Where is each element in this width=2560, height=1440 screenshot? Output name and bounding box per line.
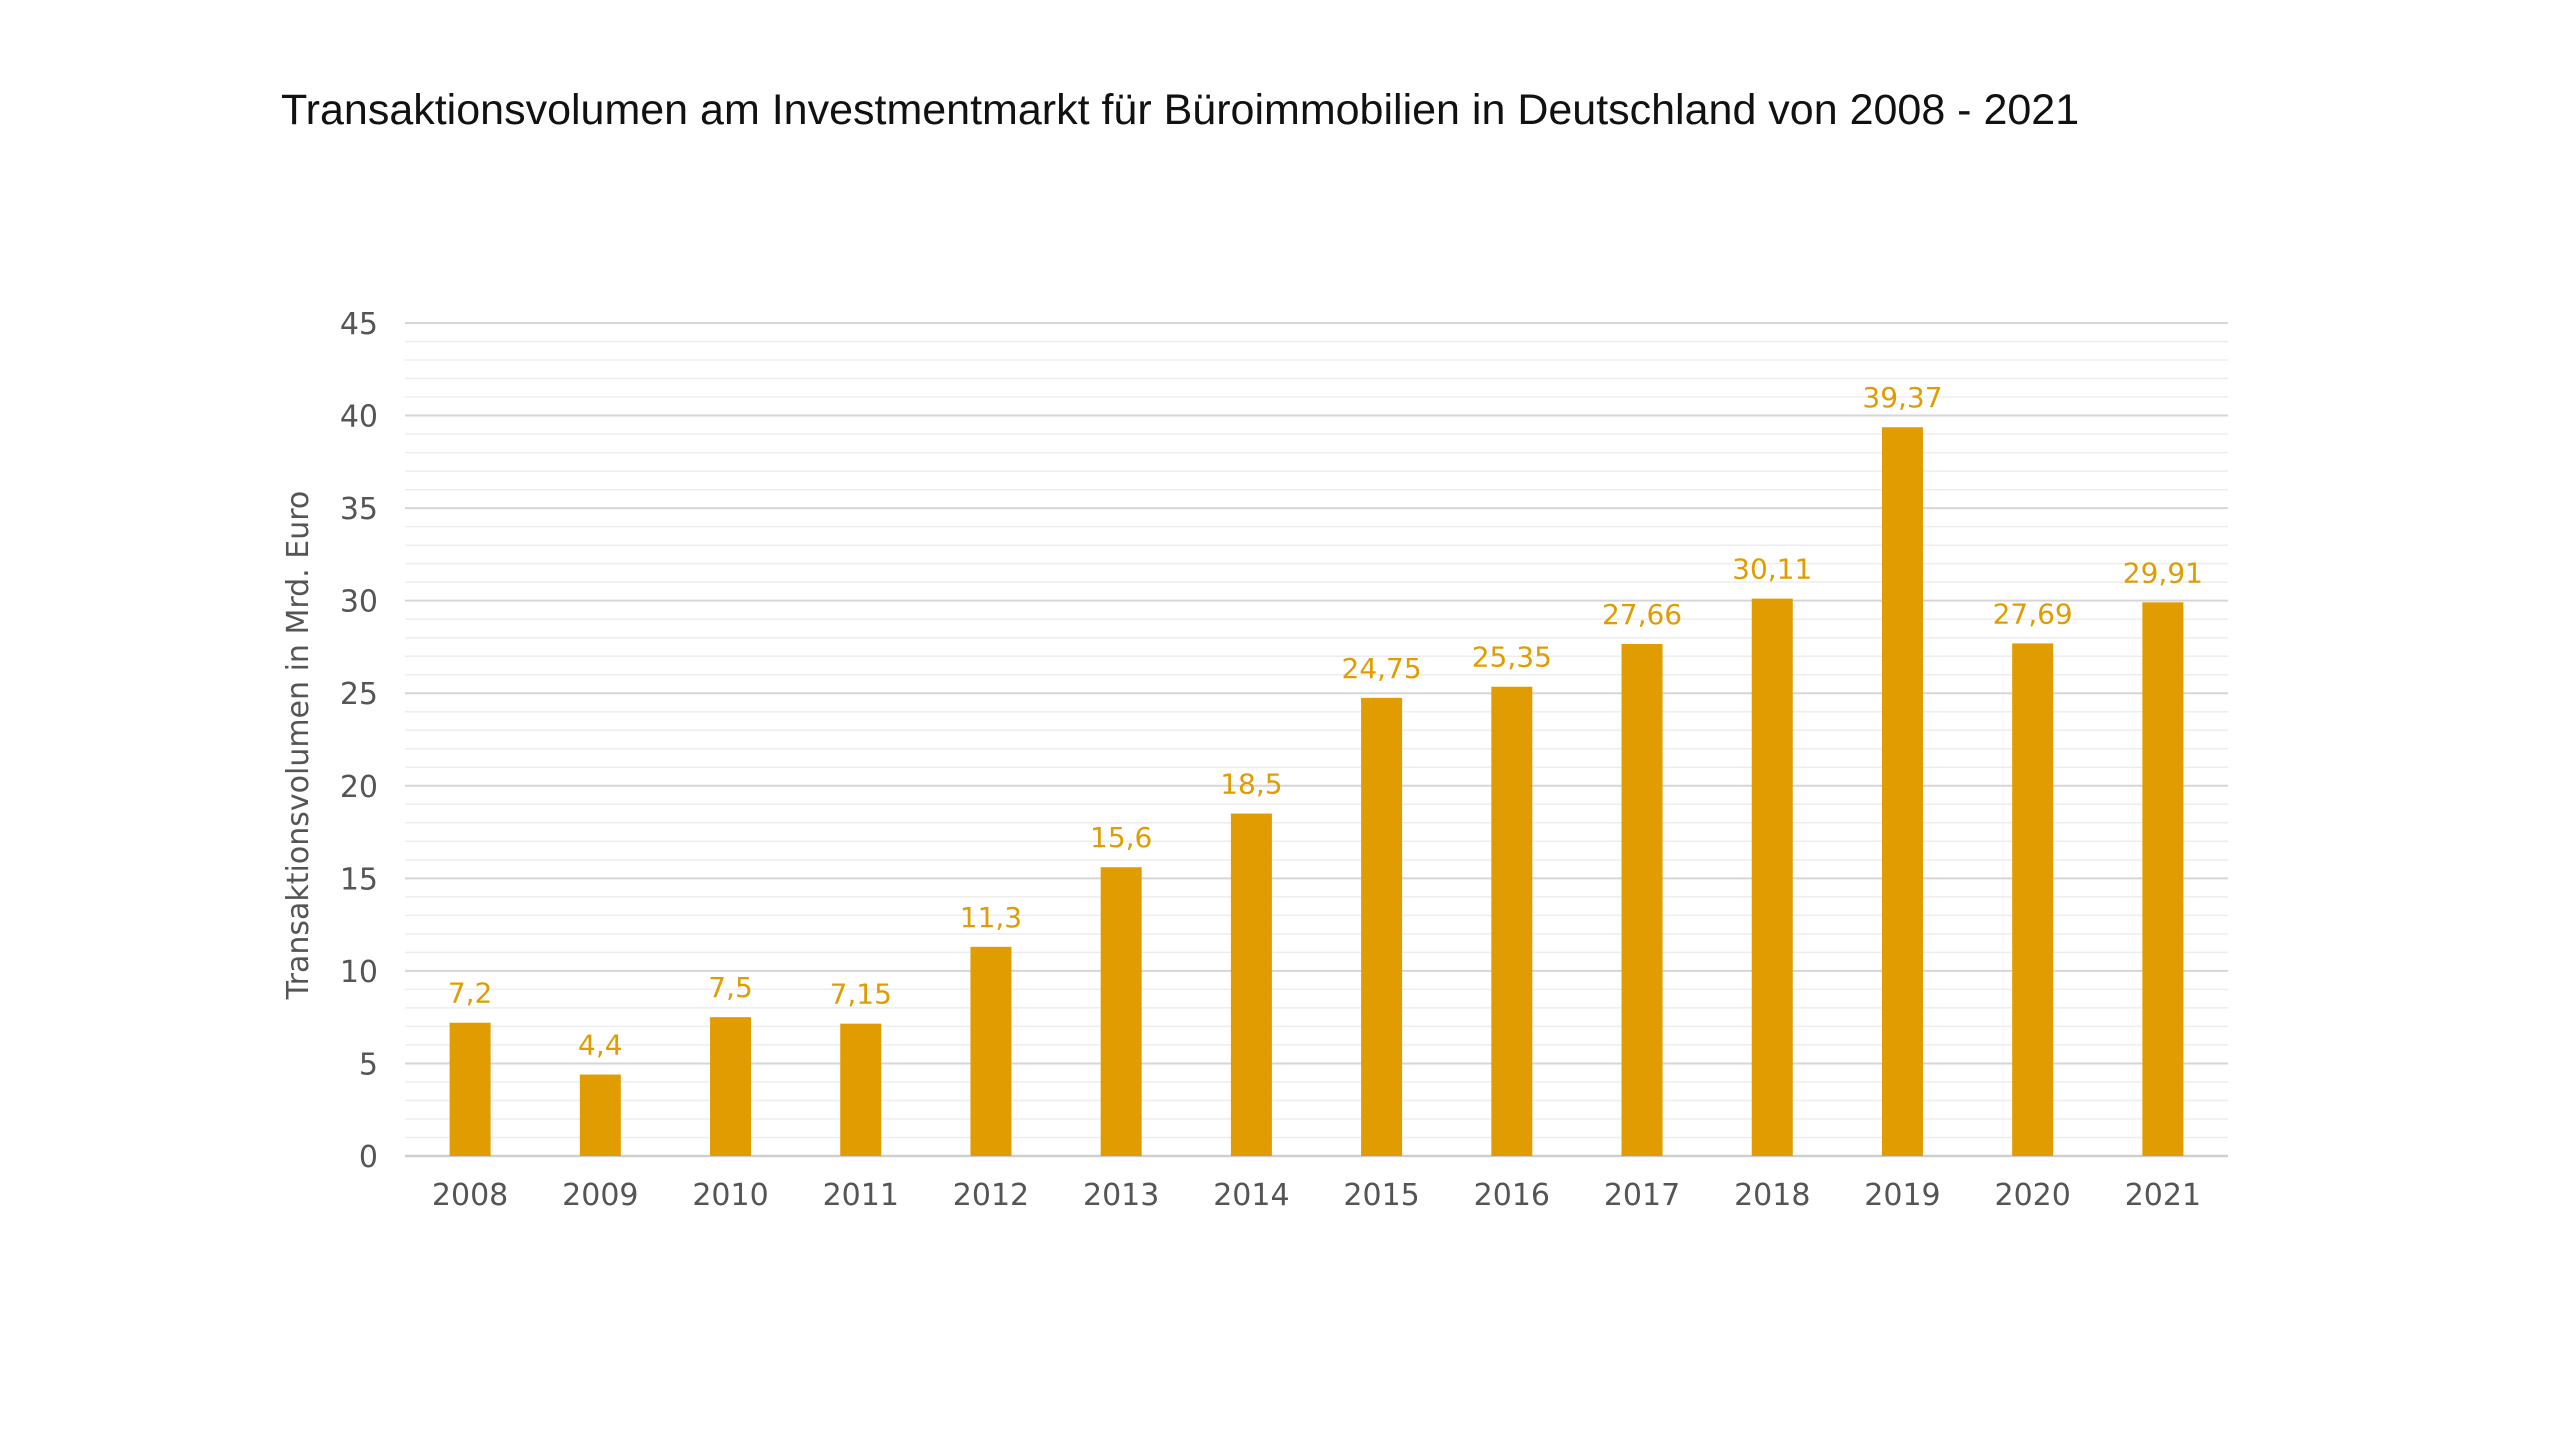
data-label: 7,15 [830, 978, 892, 1011]
y-axis-title: Transaktionsvolumen in Mrd. Euro [281, 491, 316, 1001]
bar [1621, 643, 1663, 1156]
x-tick-label: 2008 [432, 1178, 508, 1213]
y-tick-label: 5 [359, 1047, 378, 1082]
data-label: 29,91 [2123, 556, 2203, 589]
y-tick-label: 35 [340, 492, 378, 527]
x-axis-ticks: 2008 2009 2010 2011 2012 2013 2014 2015 2016 2017… [432, 1178, 2201, 1213]
data-label: 30,11 [1732, 553, 1812, 586]
data-label: 27,69 [1993, 597, 2073, 630]
x-tick-label: 2018 [1734, 1178, 1810, 1213]
y-tick-label: 30 [340, 585, 378, 620]
y-tick-label: 45 [340, 307, 378, 342]
major-gridlines [405, 322, 2228, 1158]
bars [449, 427, 2184, 1157]
data-label: 39,37 [1862, 381, 1942, 414]
y-tick-label: 10 [340, 955, 378, 990]
x-tick-label: 2012 [953, 1178, 1029, 1213]
bar [1100, 867, 1142, 1156]
y-tick-label: 0 [359, 1140, 378, 1175]
y-axis-ticks: 0 5 10 15 20 25 30 35 40 45 [340, 307, 378, 1175]
y-tick-label: 20 [340, 770, 378, 805]
x-tick-label: 2015 [1343, 1178, 1419, 1213]
x-tick-label: 2016 [1474, 1178, 1550, 1213]
data-label: 7,2 [448, 977, 493, 1010]
x-tick-label: 2020 [1994, 1178, 2070, 1213]
x-tick-label: 2010 [692, 1178, 768, 1213]
data-label: 25,35 [1472, 641, 1552, 674]
x-tick-label: 2011 [823, 1178, 899, 1213]
bar [840, 1023, 882, 1156]
bar [2012, 643, 2054, 1156]
bar [710, 1017, 752, 1156]
x-tick-label: 2009 [562, 1178, 638, 1213]
bar [2142, 602, 2184, 1156]
bar [1491, 686, 1533, 1156]
y-tick-label: 40 [340, 400, 378, 435]
data-label: 15,6 [1090, 821, 1152, 854]
x-tick-label: 2013 [1083, 1178, 1159, 1213]
bar [1361, 697, 1403, 1156]
data-label: 24,75 [1342, 652, 1422, 685]
bar [970, 946, 1012, 1156]
x-tick-label: 2021 [2125, 1178, 2201, 1213]
x-tick-label: 2019 [1864, 1178, 1940, 1213]
y-tick-label: 25 [340, 677, 378, 712]
bar [1230, 813, 1272, 1156]
data-labels: 7,2 4,4 7,5 7,15 11,3 15,6 18,5 24,75 25,35 27,66… [448, 381, 2203, 1061]
x-tick-label: 2014 [1213, 1178, 1289, 1213]
data-label: 4,4 [578, 1029, 623, 1062]
data-label: 27,66 [1602, 598, 1682, 631]
bar [449, 1022, 491, 1156]
x-tick-label: 2017 [1604, 1178, 1680, 1213]
data-label: 11,3 [960, 901, 1022, 934]
bar [1751, 598, 1793, 1156]
chart-title: Transaktionsvolumen am Investmentmarkt f… [281, 86, 2080, 134]
data-label: 18,5 [1220, 768, 1282, 801]
data-label: 7,5 [708, 971, 753, 1004]
y-tick-label: 15 [340, 862, 378, 897]
minor-gridlines [405, 340, 2228, 1139]
bar [1881, 427, 1923, 1157]
bar [579, 1074, 621, 1156]
